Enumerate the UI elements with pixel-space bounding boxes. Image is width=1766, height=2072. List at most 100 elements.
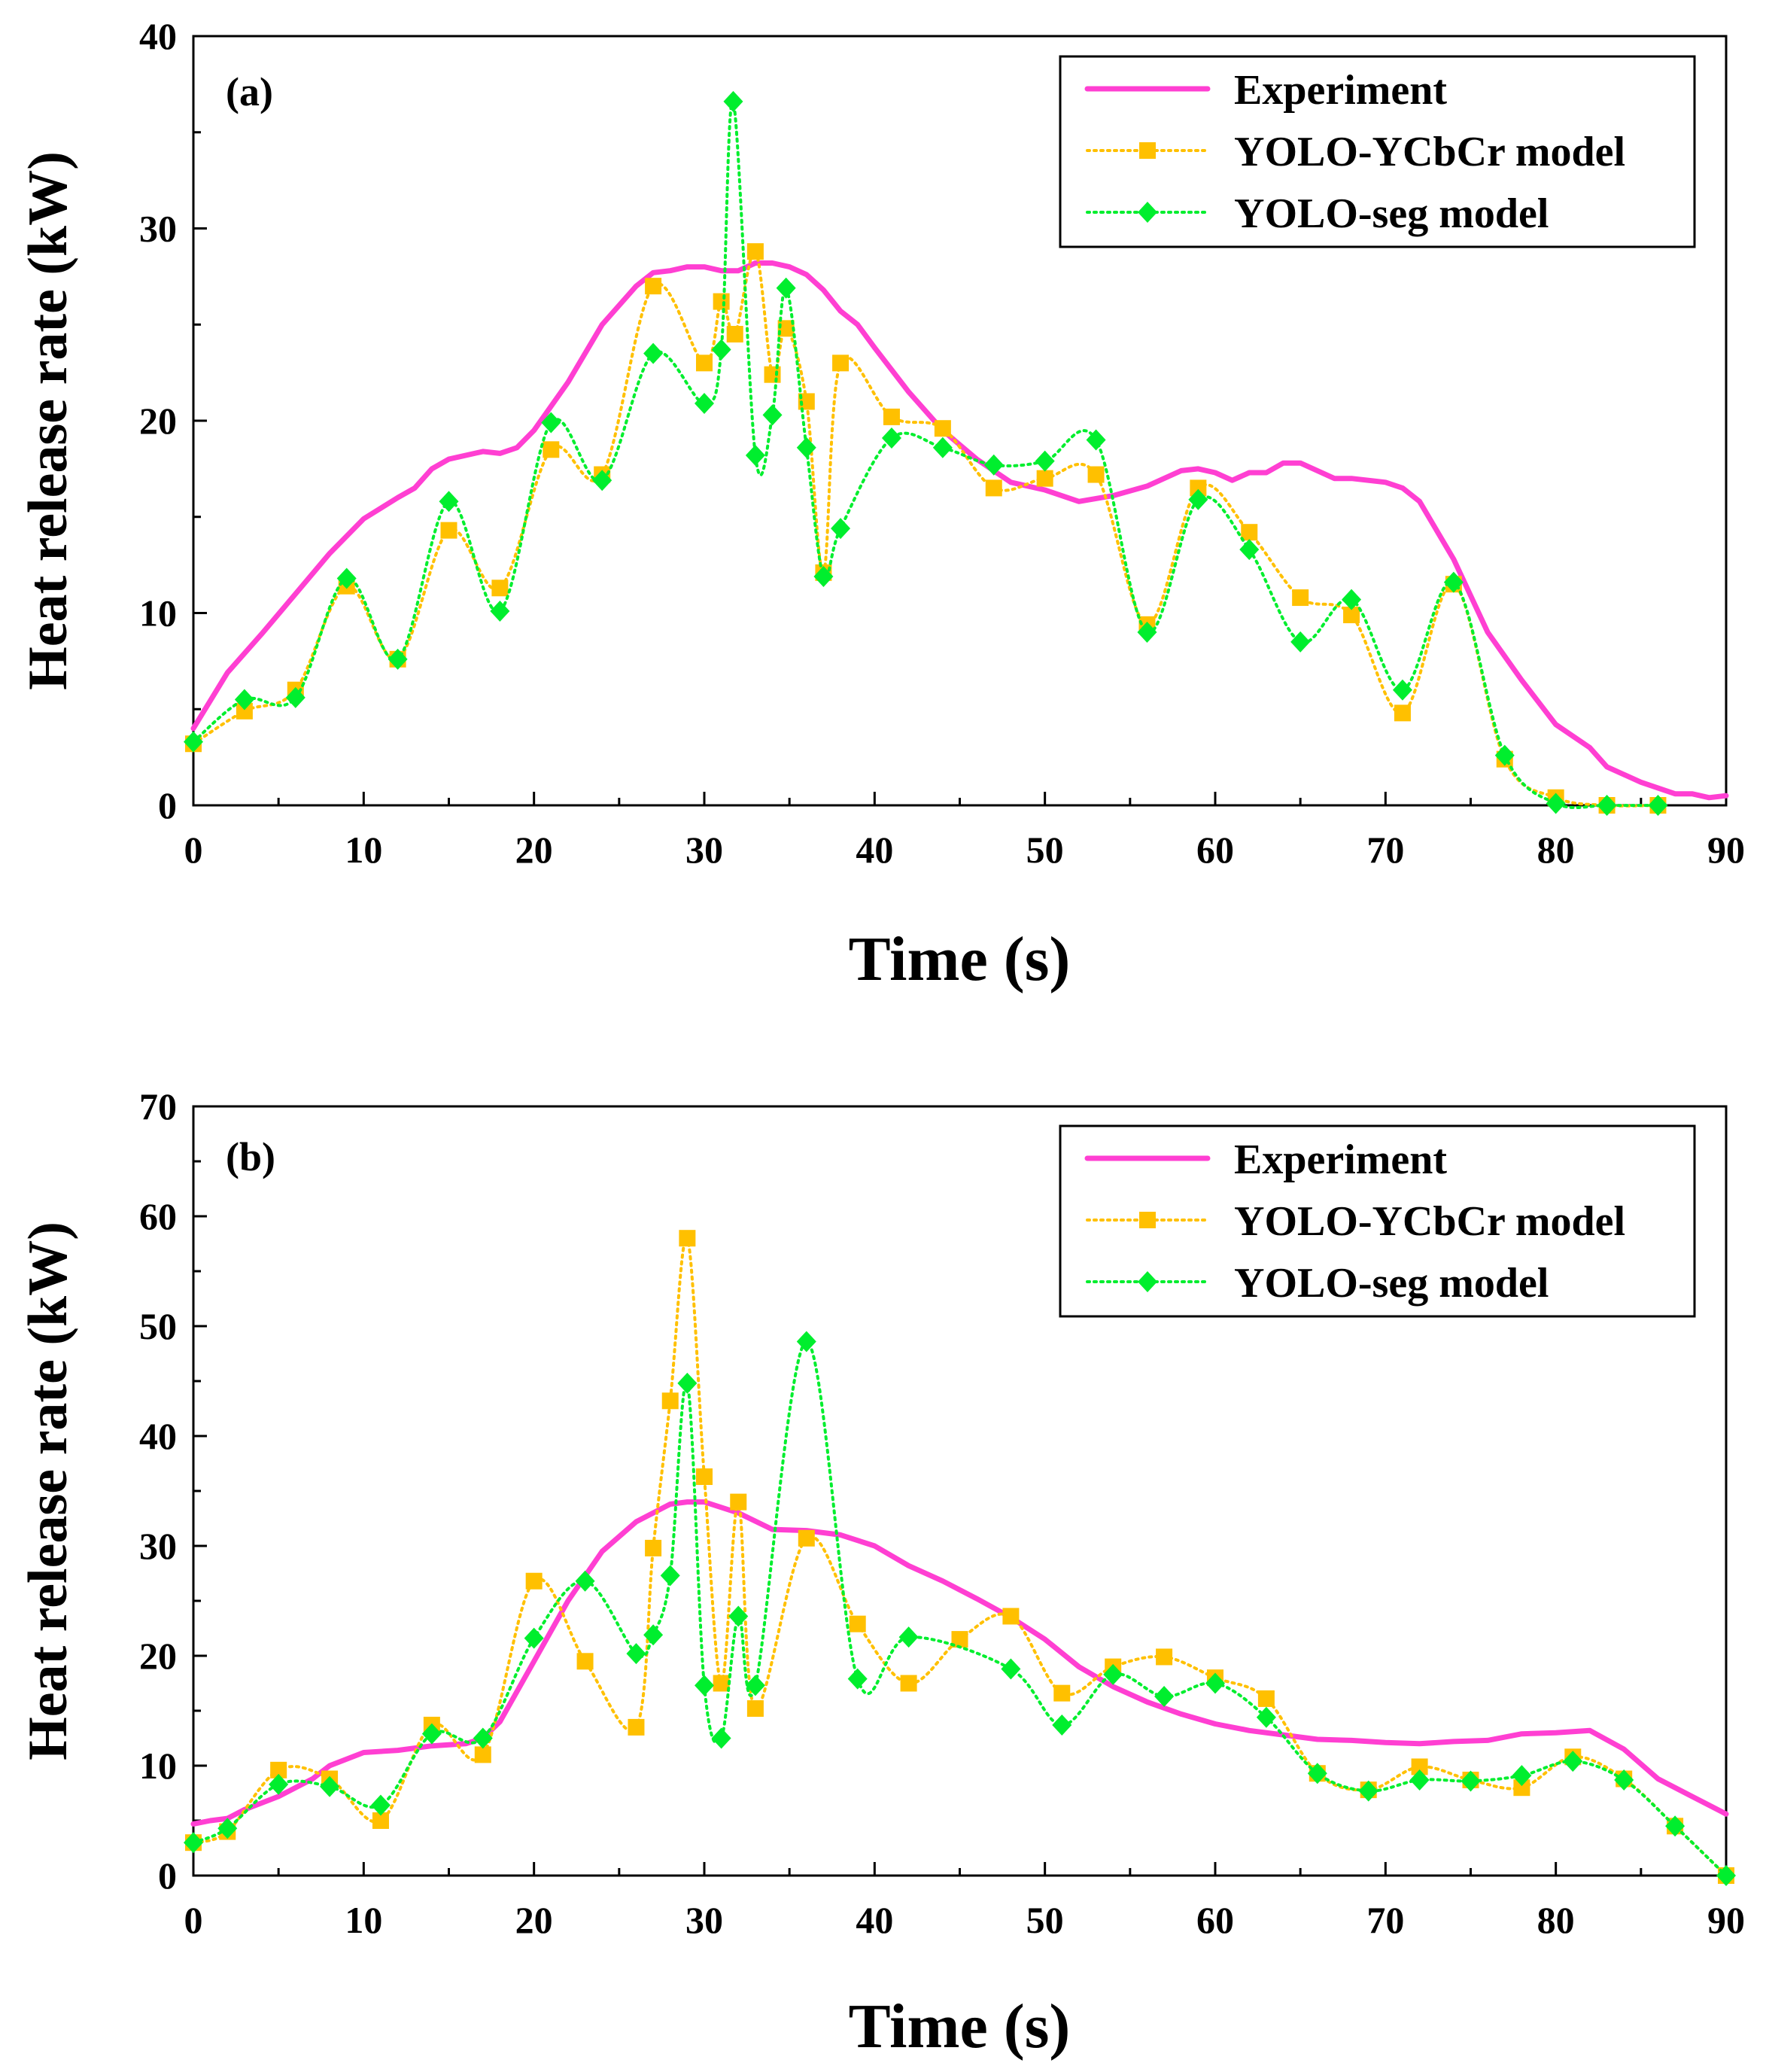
data-point-yolo-seg <box>370 1794 391 1816</box>
data-point-yolo-seg <box>660 1565 680 1587</box>
y-tick-label: 0 <box>158 1854 177 1897</box>
data-point-yolo-seg <box>1546 793 1566 814</box>
data-point-yolo-ycbcr <box>713 1675 730 1692</box>
data-point-yolo-seg <box>1137 622 1157 644</box>
data-point-yolo-seg <box>898 1626 919 1648</box>
data-point-yolo-seg <box>1256 1706 1276 1728</box>
x-tick-label: 20 <box>515 1899 553 1941</box>
data-point-yolo-seg <box>1716 1865 1736 1886</box>
data-point-yolo-ycbcr <box>628 1718 645 1736</box>
data-point-yolo-ycbcr <box>985 479 1002 497</box>
data-point-yolo-ycbcr <box>440 522 457 539</box>
data-point-yolo-seg <box>1154 1686 1175 1708</box>
data-point-yolo-ycbcr <box>1087 466 1105 483</box>
legend-marker-yolo-ycbcr <box>1139 1212 1156 1228</box>
data-point-yolo-ycbcr <box>777 320 795 337</box>
y-ticks: 0 10 20 30 40 <box>139 15 207 826</box>
data-point-yolo-ycbcr <box>525 1572 543 1590</box>
data-point-yolo-seg <box>1614 1769 1634 1791</box>
data-point-yolo-seg <box>490 600 510 622</box>
legend-marker-yolo-ycbcr <box>1139 142 1156 159</box>
data-point-yolo-seg <box>541 412 561 434</box>
data-point-yolo-ycbcr <box>270 1761 287 1778</box>
data-point-yolo-ycbcr <box>1190 479 1207 497</box>
data-point-yolo-ycbcr <box>713 293 730 310</box>
series-layer <box>184 90 1729 816</box>
data-point-yolo-seg <box>388 648 408 670</box>
data-point-yolo-seg <box>1392 679 1412 701</box>
data-point-yolo-seg <box>677 1372 698 1394</box>
data-point-yolo-seg <box>711 1727 731 1749</box>
panel-label: (a) <box>226 69 273 114</box>
legend: Experiment YOLO-YCbCr model YOLO-seg mod… <box>1059 55 1696 248</box>
x-tick-label: 20 <box>515 829 553 871</box>
y-tick-label: 30 <box>139 1525 177 1567</box>
legend-marker-yolo-seg <box>1138 202 1157 223</box>
data-point-yolo-ycbcr <box>576 1653 594 1670</box>
x-tick-label: 70 <box>1366 1899 1404 1941</box>
y-tick-label: 50 <box>139 1305 177 1347</box>
x-axis-title: Time (s) <box>849 924 1071 994</box>
data-point-yolo-seg <box>695 1675 714 1696</box>
data-point-yolo-ycbcr <box>1036 470 1053 487</box>
data-point-yolo-seg <box>1103 1663 1123 1685</box>
data-point-yolo-ycbcr <box>746 1700 764 1718</box>
x-tick-label: 80 <box>1537 829 1575 871</box>
data-point-yolo-seg <box>1188 488 1208 510</box>
data-point-yolo-seg <box>881 427 901 449</box>
legend-marker-yolo-seg <box>1138 1271 1157 1292</box>
data-point-yolo-seg <box>1409 1769 1430 1791</box>
data-point-yolo-seg <box>184 1832 203 1854</box>
data-point-yolo-ycbcr <box>661 1392 679 1410</box>
x-tick-label: 10 <box>345 1899 382 1941</box>
data-point-yolo-ycbcr <box>696 354 713 372</box>
data-point-yolo-seg <box>1494 744 1515 766</box>
x-tick-label: 90 <box>1707 829 1745 871</box>
data-point-yolo-seg <box>1205 1672 1225 1694</box>
legend: Experiment YOLO-YCbCr model YOLO-seg mod… <box>1059 1124 1696 1318</box>
data-point-yolo-seg <box>796 437 816 458</box>
data-point-yolo-seg <box>1035 450 1055 472</box>
data-point-yolo-seg <box>336 567 357 589</box>
series-line-yolo-ycbcr <box>192 1236 1728 1877</box>
x-ticks: 0 10 20 30 40 50 60 70 80 90 <box>184 792 1745 871</box>
data-point-yolo-seg <box>643 342 664 364</box>
data-point-yolo-seg <box>575 1570 595 1592</box>
data-point-yolo-seg <box>711 339 731 361</box>
x-tick-label: 30 <box>685 1899 723 1941</box>
data-point-yolo-ycbcr <box>1411 1758 1428 1775</box>
data-point-yolo-seg <box>1461 1770 1481 1792</box>
y-tick-label: 10 <box>139 592 177 634</box>
data-point-yolo-seg <box>796 1331 816 1352</box>
x-tick-label: 50 <box>1026 829 1064 871</box>
data-point-yolo-seg <box>1052 1714 1072 1736</box>
data-point-yolo-ycbcr <box>543 441 560 458</box>
y-tick-label: 40 <box>139 15 177 57</box>
data-point-yolo-ycbcr <box>1257 1690 1275 1707</box>
data-point-yolo-ycbcr <box>883 408 900 425</box>
data-point-yolo-seg <box>745 444 765 466</box>
data-point-yolo-seg <box>626 1643 646 1665</box>
data-point-yolo-ycbcr <box>679 1230 696 1247</box>
data-point-yolo-seg <box>1443 571 1464 593</box>
series-line-yolo-seg <box>192 1340 1728 1877</box>
y-tick-label: 60 <box>139 1195 177 1237</box>
data-point-yolo-seg <box>234 689 254 710</box>
legend-label-yolo-seg: YOLO-seg model <box>1234 190 1549 237</box>
x-tick-label: 60 <box>1196 1899 1234 1941</box>
data-point-yolo-ycbcr <box>726 326 743 343</box>
data-point-yolo-ycbcr <box>1002 1608 1020 1625</box>
data-point-yolo-ycbcr <box>474 1746 491 1763</box>
data-point-yolo-seg <box>1290 631 1311 653</box>
series-line-yolo-ycbcr <box>192 250 1660 808</box>
x-tick-label: 70 <box>1366 829 1404 871</box>
data-point-yolo-seg <box>1665 1815 1685 1837</box>
data-point-yolo-seg <box>439 491 459 513</box>
legend-samples <box>1084 86 1211 223</box>
series-line-experiment <box>190 260 1729 801</box>
data-point-yolo-seg <box>745 1675 765 1696</box>
data-point-yolo-ycbcr <box>491 580 509 597</box>
data-point-yolo-ycbcr <box>849 1615 866 1632</box>
legend-label-yolo-ycbcr: YOLO-YCbCr model <box>1234 1198 1625 1245</box>
